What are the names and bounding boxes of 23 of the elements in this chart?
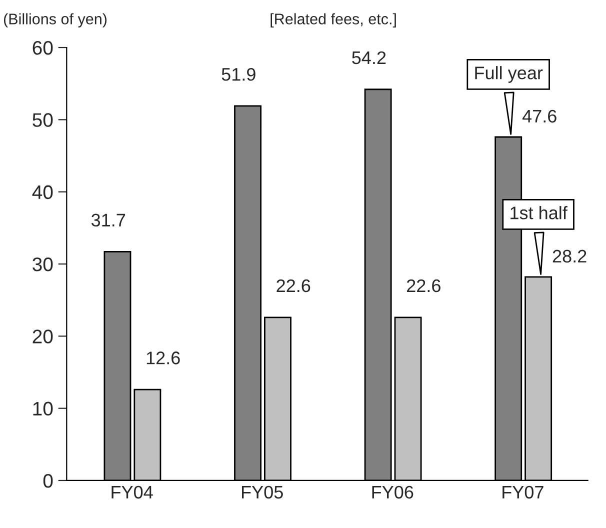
y-tick-label: 40 — [32, 185, 53, 200]
data-label: 12.6 — [146, 352, 180, 364]
data-label: 51.9 — [222, 68, 256, 81]
text: Full year — [475, 66, 543, 83]
y-tick-label: 0 — [43, 474, 53, 488]
data-label: 47.6 — [522, 110, 556, 123]
chart-title: [Related fees, etc.] — [270, 13, 396, 28]
data-label: 31.7 — [91, 214, 126, 227]
text: 1st half — [510, 206, 568, 220]
y-tick-label: 30 — [32, 257, 53, 272]
x-tick-label: FY05 — [242, 486, 283, 499]
y-tick-label: 20 — [32, 330, 53, 344]
x-tick-label: FY04 — [112, 486, 153, 499]
y-axis-title: (Billions of yen) — [4, 13, 107, 28]
y-tick-label: 10 — [33, 402, 53, 416]
y-tick-label: 60 — [32, 40, 53, 55]
x-tick-label: FY06 — [372, 486, 414, 499]
data-label: 54.2 — [352, 51, 386, 64]
y-tick-label: 50 — [32, 113, 53, 127]
data-label: 22.6 — [276, 279, 310, 292]
data-label: 22.6 — [406, 279, 440, 292]
x-tick-label: FY07 — [502, 486, 544, 499]
data-label: 28.2 — [552, 250, 586, 263]
